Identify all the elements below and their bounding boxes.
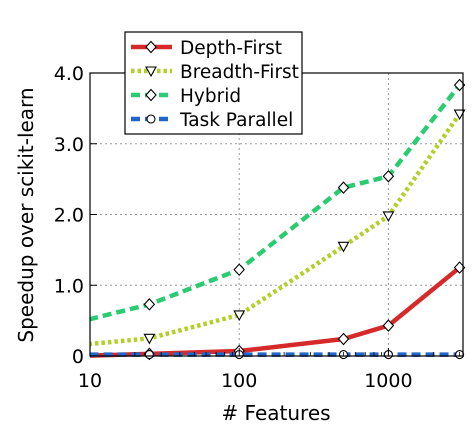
- data-point: [143, 298, 156, 311]
- data-point: [382, 211, 395, 223]
- legend-marker: [145, 66, 157, 78]
- grid-lines: [90, 73, 463, 356]
- data-point: [233, 310, 246, 322]
- legend-item: Depth-First: [131, 38, 282, 59]
- y-tick-label: 4.0: [54, 63, 84, 85]
- y-tick-label: 2.0: [54, 205, 84, 227]
- series-depth-first: [90, 261, 466, 361]
- x-axis-label: # Features: [221, 401, 330, 425]
- legend-label: Breadth-First: [180, 62, 299, 83]
- legend-marker: [145, 88, 157, 102]
- data-point: [337, 181, 350, 194]
- series-hybrid: [90, 78, 466, 322]
- data-point: [382, 319, 395, 332]
- legend-label: Hybrid: [180, 86, 241, 107]
- x-tick-label: 100: [221, 370, 257, 392]
- data-point: [233, 263, 245, 277]
- series-line: [90, 83, 462, 322]
- data-point: [382, 169, 395, 183]
- x-tick-label: 10: [78, 370, 102, 392]
- legend-item: Task Parallel: [131, 110, 293, 131]
- legend-marker: [145, 40, 157, 54]
- data-point: [144, 350, 154, 360]
- data-point: [337, 332, 350, 346]
- y-axis-label: Speedup over scikit-learn: [14, 87, 38, 342]
- series-layer: [90, 78, 466, 361]
- series-line: [90, 265, 462, 358]
- data-point: [453, 109, 466, 121]
- legend-marker: [146, 114, 156, 124]
- legend: Depth-First Breadth-First Hybrid Task Paral…: [124, 31, 303, 135]
- series-line: [90, 112, 462, 347]
- series-task-parallel: [90, 350, 465, 360]
- legend-item: Hybrid: [131, 86, 241, 107]
- ticks: 0 1.0 2.0 3.0 4.0 10 100 1000: [54, 63, 460, 392]
- y-tick-label: 0: [72, 346, 84, 368]
- legend-label: Depth-First: [180, 38, 282, 59]
- legend-item: Breadth-First: [131, 62, 299, 83]
- series-breadth-first: [90, 109, 466, 347]
- data-point: [337, 241, 350, 253]
- y-tick-label: 3.0: [54, 134, 84, 156]
- y-tick-label: 1.0: [54, 275, 84, 297]
- x-tick-label: 1000: [364, 370, 412, 392]
- data-point: [143, 333, 156, 345]
- legend-label: Task Parallel: [179, 110, 293, 131]
